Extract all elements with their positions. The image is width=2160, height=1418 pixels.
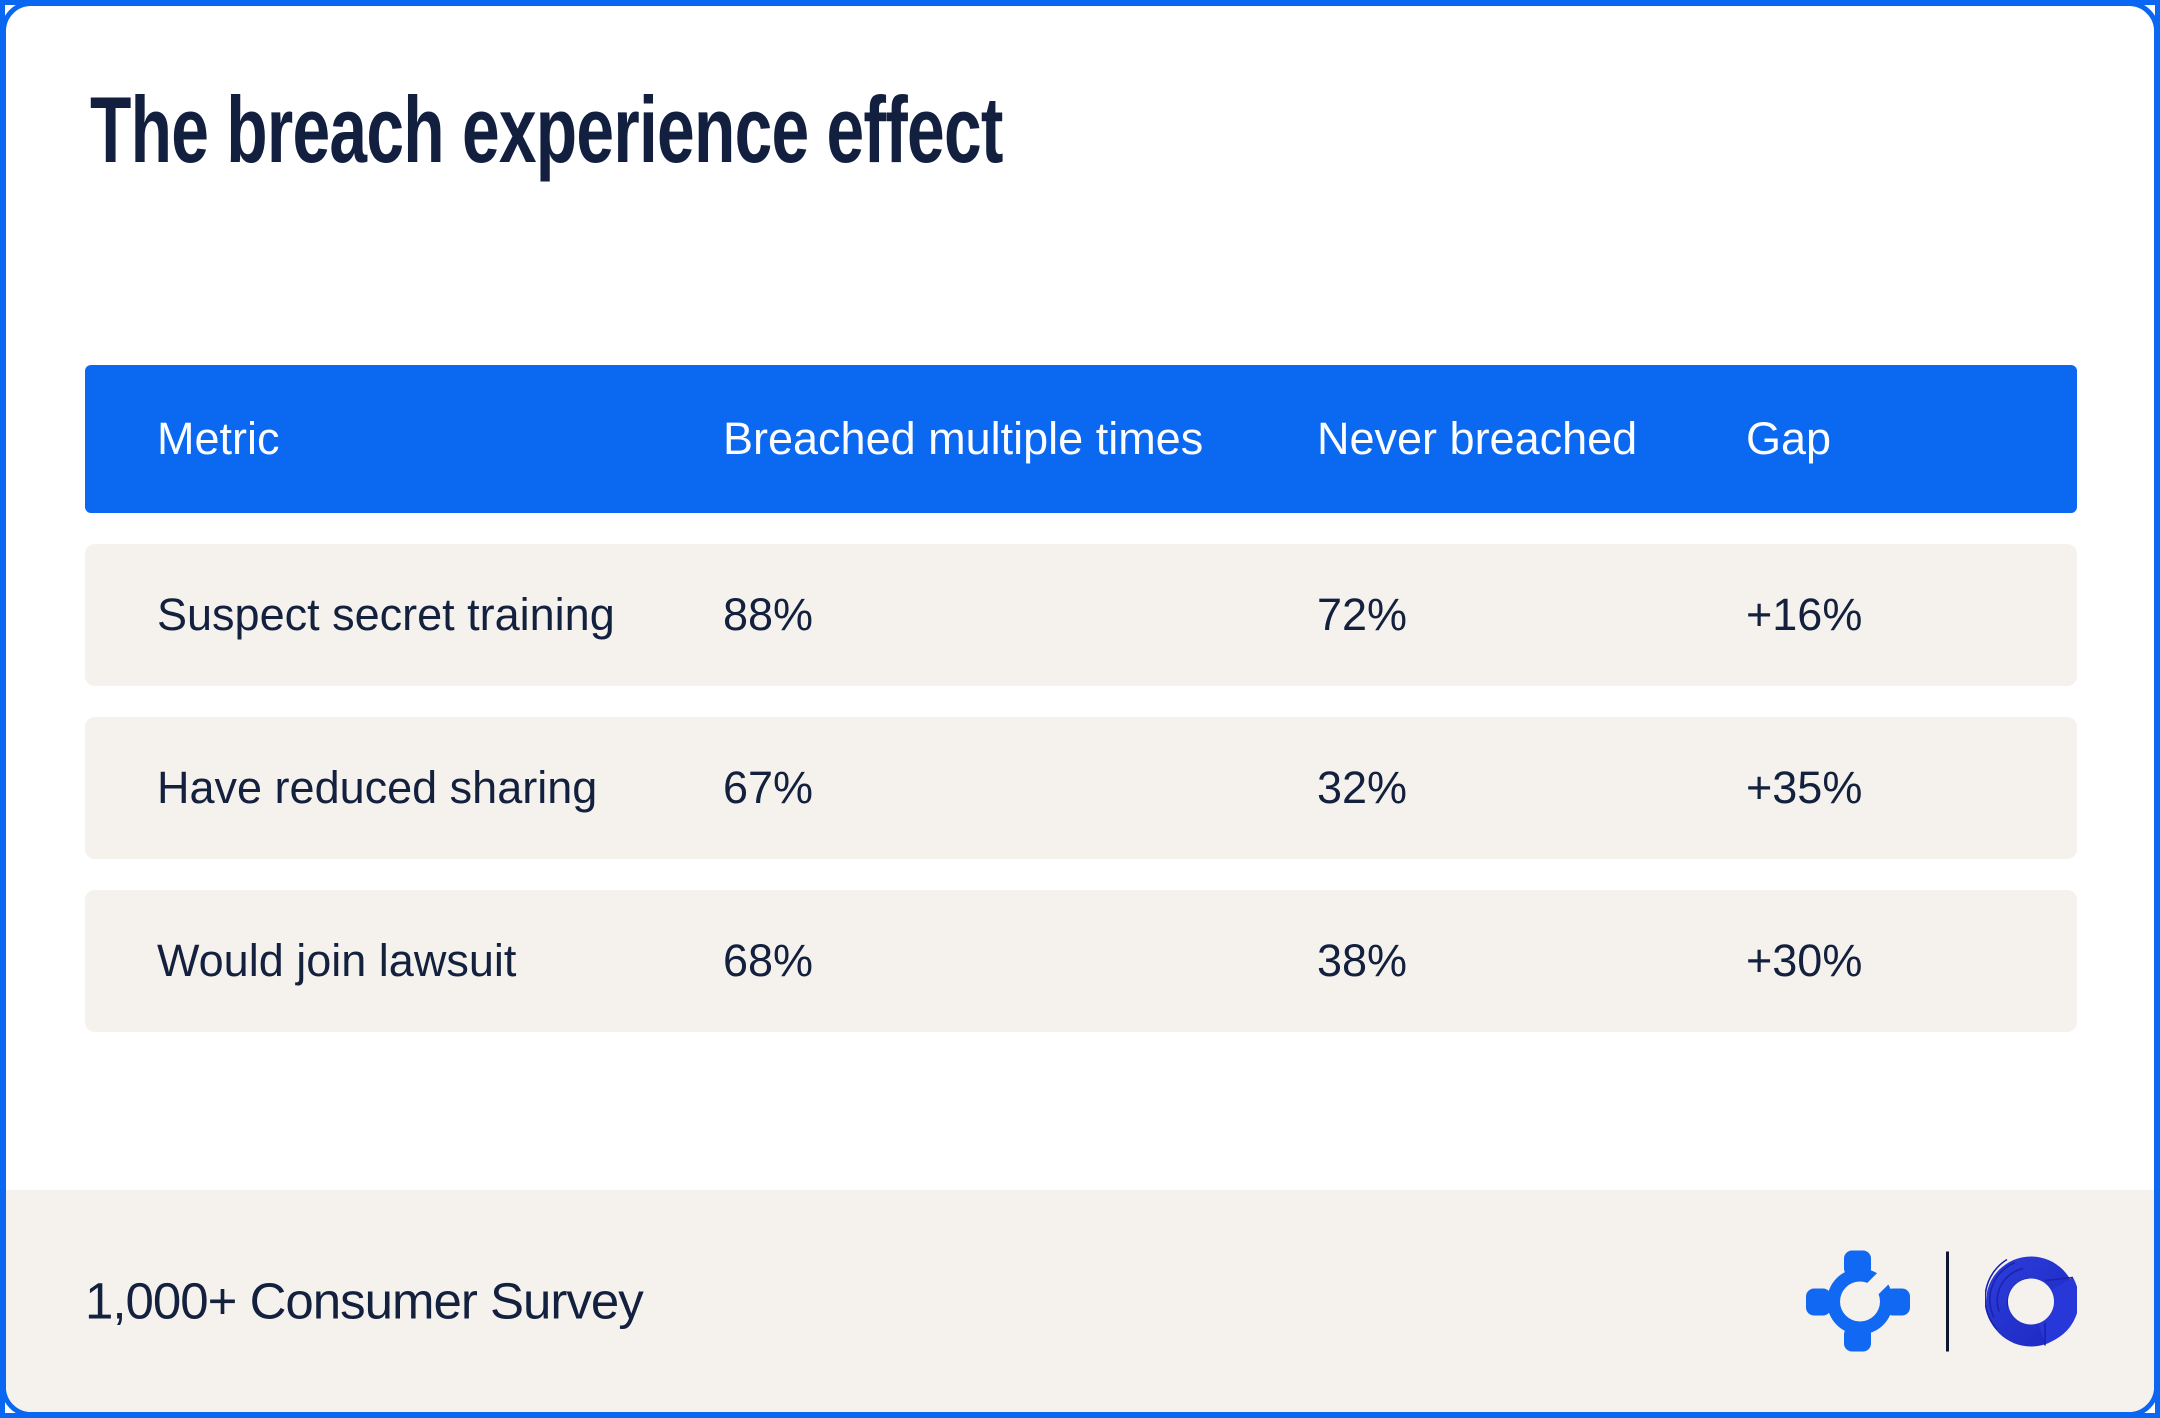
table-row: Have reduced sharing 67% 32% +35% xyxy=(85,717,2077,859)
col-header-breached-multiple: Breached multiple times xyxy=(723,413,1204,464)
breach-effect-table: Metric Breached multiple times Never bre… xyxy=(85,365,2077,1032)
row-never-value: 72% xyxy=(1317,589,1408,640)
row-metric-label: Have reduced sharing xyxy=(157,762,598,813)
logo-divider xyxy=(1946,1251,1949,1351)
col-header-never-breached: Never breached xyxy=(1317,413,1638,464)
row-gap-value: +30% xyxy=(1746,935,1863,986)
row-breached-value: 67% xyxy=(723,762,814,813)
col-header-metric: Metric xyxy=(157,413,280,464)
source-label: 1,000+ Consumer Survey xyxy=(85,1272,644,1330)
table-row: Would join lawsuit 68% 38% +30% xyxy=(85,890,2077,1032)
row-metric-label: Would join lawsuit xyxy=(157,935,517,986)
footer-logos xyxy=(1806,1250,2077,1352)
table-row: Suspect secret training 88% 72% +16% xyxy=(85,544,2077,686)
col-header-gap: Gap xyxy=(1746,413,1832,464)
row-metric-label: Suspect secret training xyxy=(157,589,615,640)
page-title-text: The breach experience effect xyxy=(90,77,1003,182)
row-never-value: 32% xyxy=(1317,762,1408,813)
table-header-row: Metric Breached multiple times Never bre… xyxy=(85,365,2077,513)
row-gap-value: +16% xyxy=(1746,589,1863,640)
page-title: The breach experience effect xyxy=(90,76,1358,184)
row-never-value: 38% xyxy=(1317,935,1408,986)
row-breached-value: 88% xyxy=(723,589,814,640)
row-breached-value: 68% xyxy=(723,935,814,986)
donut-swirl-logo-icon xyxy=(1985,1256,2077,1346)
row-gap-value: +35% xyxy=(1746,762,1863,813)
footer-band: 1,000+ Consumer Survey xyxy=(6,1190,2154,1412)
pinwheel-gear-logo-icon xyxy=(1806,1250,1910,1352)
